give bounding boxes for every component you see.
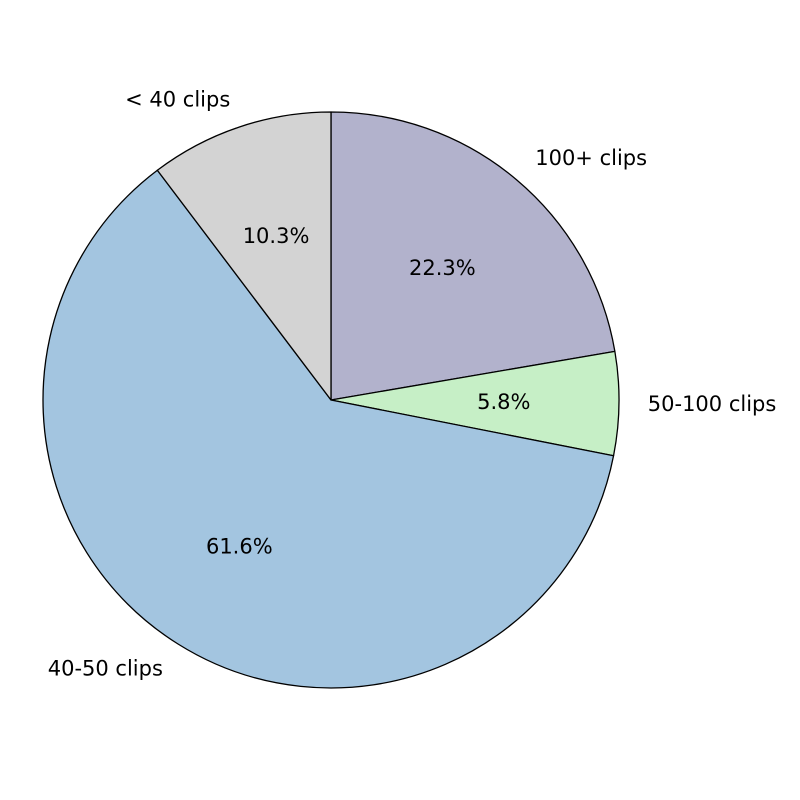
slice-category-label: < 40 clips [125,88,230,112]
slice-percent-label: 5.8% [477,390,530,414]
slice-category-label: 100+ clips [535,146,647,170]
slice-percent-label: 22.3% [409,256,476,280]
slice-percent-label: 61.6% [206,534,273,558]
slice-category-label: 50-100 clips [648,392,777,416]
pie-slice [42,169,615,689]
slice-percent-label: 10.3% [243,224,310,248]
pie-slice [156,111,332,401]
pie-slice [330,111,616,401]
slice-category-label: 40-50 clips [48,657,163,681]
